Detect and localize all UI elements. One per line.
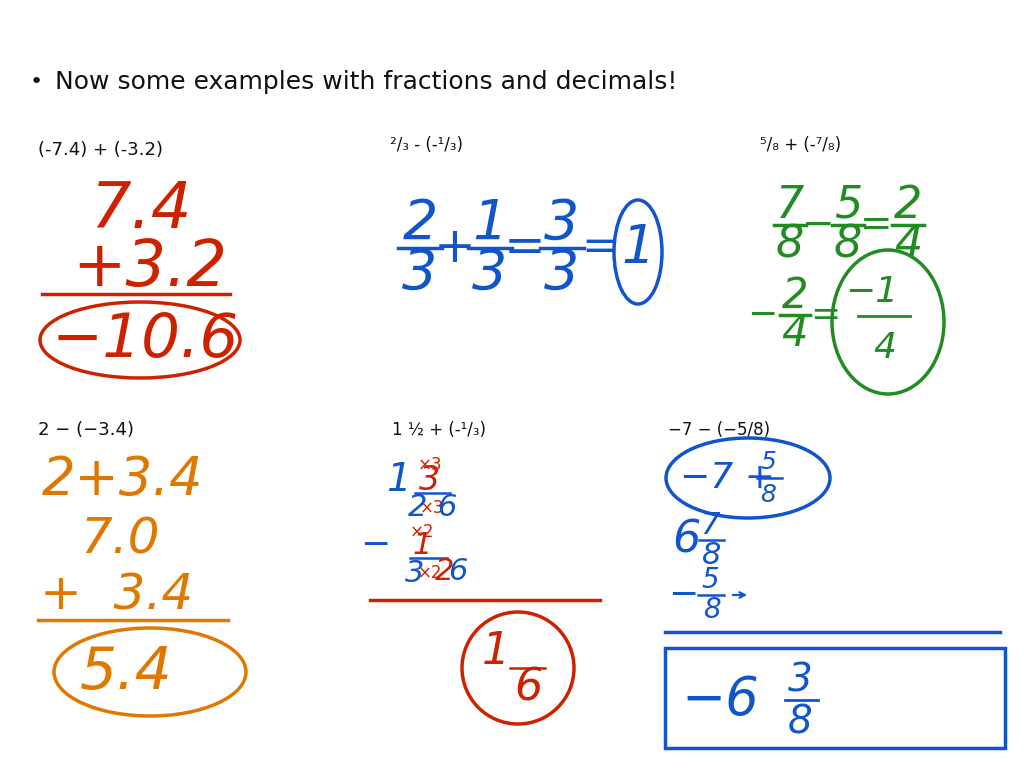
Text: 8: 8 (834, 223, 862, 266)
Text: +3.2: +3.2 (72, 237, 227, 299)
Text: 3: 3 (472, 247, 508, 300)
Text: 6: 6 (449, 558, 468, 587)
Text: 5: 5 (760, 450, 776, 474)
Text: =: = (582, 227, 618, 270)
Text: +  3.4: + 3.4 (40, 571, 194, 619)
Text: 1: 1 (622, 222, 654, 274)
Text: 3: 3 (420, 464, 440, 496)
Text: 8: 8 (760, 483, 776, 507)
Text: 7.4: 7.4 (90, 179, 191, 241)
Text: 4: 4 (894, 223, 923, 266)
Text: ×3: ×3 (420, 499, 444, 517)
Text: 6: 6 (514, 667, 542, 710)
Text: 1: 1 (482, 631, 510, 674)
Text: 5.4: 5.4 (80, 644, 173, 700)
Text: −: − (668, 578, 698, 612)
Text: =: = (504, 224, 546, 272)
Text: 4: 4 (873, 331, 896, 365)
Text: 1: 1 (472, 197, 508, 250)
Text: 2: 2 (435, 558, 455, 587)
Text: 7: 7 (776, 184, 804, 227)
Text: 2: 2 (402, 197, 437, 250)
Text: −: − (746, 298, 777, 332)
Text: 3: 3 (406, 558, 425, 588)
Text: 2 − (−3.4): 2 − (−3.4) (38, 421, 134, 439)
Text: 3: 3 (402, 247, 437, 300)
Text: ×2: ×2 (410, 523, 434, 541)
Text: •: • (30, 72, 43, 92)
Text: −6: −6 (681, 674, 759, 726)
Text: 4: 4 (781, 313, 808, 355)
Text: 1 ½ + (-¹/₃): 1 ½ + (-¹/₃) (392, 421, 486, 439)
Text: (-7.4) + (-3.2): (-7.4) + (-3.2) (38, 141, 163, 159)
Text: 5: 5 (834, 184, 862, 227)
Text: −10.6: −10.6 (52, 310, 240, 369)
Text: =: = (810, 298, 840, 332)
Text: =: = (860, 206, 892, 244)
Text: 8: 8 (703, 596, 721, 624)
Text: 5: 5 (701, 566, 719, 594)
Text: −: − (359, 528, 390, 562)
Text: 3: 3 (545, 197, 580, 250)
Text: 8: 8 (702, 541, 722, 571)
Text: −: − (802, 206, 835, 244)
Text: 6: 6 (437, 492, 457, 521)
Text: 1: 1 (413, 531, 432, 560)
Text: ×2: ×2 (418, 564, 442, 582)
Text: 7.0: 7.0 (80, 516, 160, 564)
Text: 3: 3 (787, 661, 812, 699)
Text: ²/₃ - (-¹/₃): ²/₃ - (-¹/₃) (390, 136, 463, 154)
Text: 8: 8 (787, 703, 812, 741)
Text: −1: −1 (846, 275, 899, 309)
Text: Now some examples with fractions and decimals!: Now some examples with fractions and dec… (55, 70, 677, 94)
Text: 6: 6 (672, 518, 700, 561)
Text: 2: 2 (894, 184, 923, 227)
Text: 2: 2 (781, 276, 808, 317)
Text: 7: 7 (700, 511, 720, 539)
Text: 3: 3 (545, 247, 580, 300)
Text: ⁵/₈ + (-⁷/₈): ⁵/₈ + (-⁷/₈) (760, 136, 841, 154)
Text: 1: 1 (386, 461, 411, 499)
Text: −7 − (−5/8): −7 − (−5/8) (668, 421, 770, 439)
Text: 8: 8 (776, 223, 804, 266)
Text: 2: 2 (409, 494, 428, 522)
Bar (665, 648, 1005, 748)
Text: ×3: ×3 (418, 456, 442, 474)
Text: −7 +: −7 + (680, 461, 775, 495)
Text: +: + (434, 224, 476, 272)
Text: 2+3.4: 2+3.4 (42, 454, 204, 506)
